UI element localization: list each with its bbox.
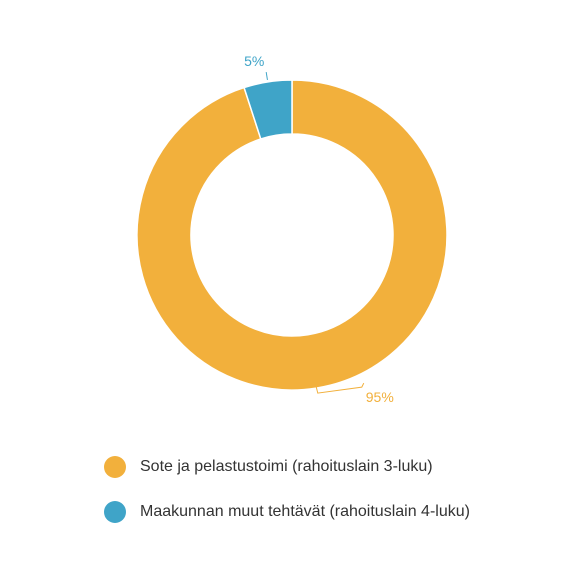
legend-label-muut: Maakunnan muut tehtävät (rahoituslain 4-… — [140, 503, 470, 520]
legend-swatch-sote — [104, 456, 126, 478]
legend-label-sote: Sote ja pelastustoimi (rahoituslain 3-lu… — [140, 458, 433, 475]
leader-line-muut — [265, 71, 268, 81]
leader-lines — [265, 71, 365, 394]
slice-sote[interactable] — [136, 79, 448, 391]
leader-line-sote — [315, 382, 365, 394]
data-label-muut: 5% — [244, 53, 264, 69]
donut-slices — [136, 79, 448, 391]
legend-swatch-muut — [104, 501, 126, 523]
data-label-sote: 95% — [366, 389, 394, 405]
legend-item-sote[interactable]: Sote ja pelastustoimi (rahoituslain 3-lu… — [104, 455, 470, 479]
legend-item-muut[interactable]: Maakunnan muut tehtävät (rahoituslain 4-… — [104, 500, 470, 524]
donut-chart: 95% 5% — [136, 53, 448, 405]
legend: Sote ja pelastustoimi (rahoituslain 3-lu… — [104, 455, 470, 545]
data-labels: 95% 5% — [244, 53, 394, 405]
slice-muut[interactable] — [243, 79, 293, 140]
